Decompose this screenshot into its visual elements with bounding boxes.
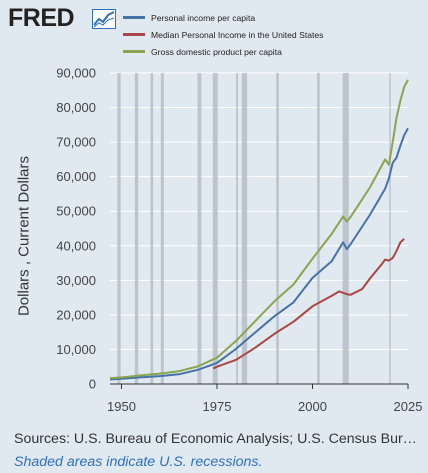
x-tick-label: 1975 [203,399,232,414]
series-line-1 [212,238,405,370]
recession-bar [197,73,202,384]
legend-item: Personal income per capita [123,9,323,26]
legend-swatch-personal-income [123,16,145,19]
recession-bar [150,73,154,384]
legend-item: Median Personal Income in the United Sta… [123,26,323,43]
recession-bar [212,73,218,384]
x-tick-label: 1950 [107,399,136,414]
y-tick-label: 50,000 [56,204,96,219]
recession-bar [241,73,248,384]
y-tick-label: 0 [89,377,96,392]
legend-swatch-gdp [123,50,145,53]
legend-swatch-median-income [123,33,145,36]
legend-label-gdp: Gross domestic product per capita [151,46,282,57]
plot-area [110,73,408,384]
y-tick-label: 10,000 [56,342,96,357]
fred-logo: FRED [8,4,75,32]
chart-legend: Personal income per capita Median Person… [123,9,323,60]
sources-text: Sources: U.S. Bureau of Economic Analysi… [14,431,418,447]
legend-label-median-income: Median Personal Income in the United Sta… [151,29,324,40]
legend-item: Gross domestic product per capita [123,43,323,60]
recession-note: Shaded areas indicate U.S. recessions. [14,454,263,470]
recession-bar [117,73,121,384]
recession-bar [160,73,164,384]
y-tick-label: 60,000 [56,169,96,184]
recession-bar [389,73,391,384]
recession-bar [317,73,320,384]
recession-bar [134,73,139,384]
series-line-2 [109,79,409,380]
recession-bar [236,73,238,384]
series-line-0 [109,127,409,381]
y-tick-label: 80,000 [56,100,96,115]
y-tick-label: 30,000 [56,273,96,288]
y-tick-label: 70,000 [56,135,96,150]
x-tick-label: 2000 [298,399,327,414]
x-tick-label: 2025 [394,399,423,414]
recession-bar [342,73,349,384]
recession-bar [276,73,279,384]
y-tick-label: 20,000 [56,307,96,322]
fred-chart-line-icon [92,9,116,29]
legend-label-personal-income: Personal income per capita [151,12,256,23]
y-tick-label: 40,000 [56,238,96,253]
y-tick-label: 90,000 [56,66,96,81]
chart-footer: Sources: U.S. Bureau of Economic Analysi… [14,429,418,472]
chart-plot: 0 10,000 20,000 30,000 40,000 50,000 60,000 70,… [56,66,423,415]
